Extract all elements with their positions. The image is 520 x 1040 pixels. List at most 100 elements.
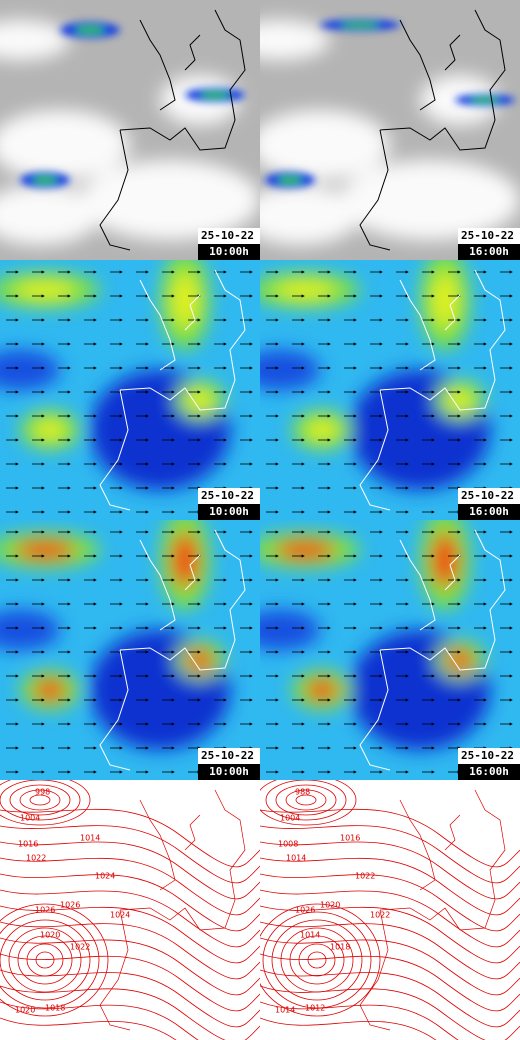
isobar-label: 1022 bbox=[355, 872, 375, 881]
isobar-label: 1012 bbox=[305, 1004, 325, 1013]
map-panel bbox=[0, 260, 260, 520]
isobar-label: 1014 bbox=[300, 931, 320, 940]
isobar bbox=[0, 1017, 177, 1040]
isobar-label: 1022 bbox=[26, 854, 46, 863]
rain-core bbox=[75, 26, 105, 34]
isobar-label: 1022 bbox=[70, 943, 90, 952]
rain-core bbox=[470, 97, 500, 103]
date-box bbox=[458, 488, 520, 504]
isobar bbox=[0, 889, 260, 948]
isobar-label: 1014 bbox=[286, 854, 306, 863]
isobar bbox=[0, 873, 260, 932]
isobar bbox=[0, 857, 260, 916]
isobar bbox=[260, 953, 520, 1012]
date-box bbox=[458, 748, 520, 764]
isobar bbox=[29, 794, 51, 806]
coastline bbox=[359, 529, 506, 771]
cloud bbox=[0, 20, 70, 60]
rain-core bbox=[277, 176, 303, 184]
map-panel bbox=[260, 780, 520, 1040]
time-label: 10:00h bbox=[209, 765, 249, 778]
time-box bbox=[458, 764, 520, 780]
isobar bbox=[9, 784, 71, 816]
isobar bbox=[0, 903, 109, 1017]
isobar bbox=[260, 857, 520, 916]
isobar-label: 1016 bbox=[340, 834, 360, 843]
time-label: 16:00h bbox=[469, 245, 509, 258]
isobar bbox=[0, 937, 260, 996]
isobar bbox=[0, 911, 100, 1009]
cloud bbox=[0, 110, 130, 180]
coastline bbox=[99, 269, 246, 511]
isobar-label: 1026 bbox=[295, 906, 315, 915]
isobar bbox=[19, 789, 61, 811]
isobar bbox=[0, 985, 260, 1040]
date-box bbox=[198, 488, 260, 504]
isobar bbox=[17, 935, 73, 985]
isobar bbox=[260, 921, 520, 980]
date-label: 25-10-22 bbox=[201, 229, 254, 242]
wind-arrows bbox=[260, 260, 520, 520]
coastline bbox=[99, 529, 246, 771]
date-box bbox=[198, 228, 260, 244]
isobar bbox=[0, 808, 260, 868]
map-panel bbox=[260, 520, 520, 780]
isobar bbox=[295, 794, 317, 806]
isobar bbox=[0, 953, 260, 1012]
isobar bbox=[260, 873, 520, 932]
isobar bbox=[260, 841, 520, 900]
isobar-label: 1024 bbox=[95, 872, 115, 881]
time-box bbox=[458, 244, 520, 260]
isobar bbox=[265, 780, 347, 821]
date-label: 25-10-22 bbox=[461, 489, 514, 502]
isobar-label: 1008 bbox=[278, 840, 298, 849]
isobar bbox=[260, 903, 381, 1017]
isobar-label: 1018 bbox=[45, 1004, 65, 1013]
isobar bbox=[260, 780, 357, 826]
wind-arrows bbox=[0, 520, 260, 780]
isobar-label: 1014 bbox=[80, 834, 100, 843]
rain-core bbox=[200, 91, 230, 99]
isobar-label: 998 bbox=[35, 788, 50, 797]
isobar-label: 1018 bbox=[330, 943, 350, 952]
cloud bbox=[260, 20, 330, 60]
isobar bbox=[0, 969, 260, 1028]
isobar bbox=[8, 927, 82, 993]
date-label: 25-10-22 bbox=[461, 749, 514, 762]
isobar bbox=[0, 825, 260, 884]
isobar-label: 1004 bbox=[280, 814, 300, 823]
time-label: 16:00h bbox=[469, 505, 509, 518]
precipitation bbox=[265, 19, 515, 188]
time-box bbox=[458, 504, 520, 520]
time-box bbox=[198, 504, 260, 520]
isobar bbox=[260, 985, 520, 1040]
isobar-label: 1022 bbox=[370, 911, 390, 920]
wind-arrows bbox=[0, 260, 260, 520]
coastline bbox=[359, 9, 506, 251]
isobar bbox=[0, 921, 260, 980]
isobar-label: 1024 bbox=[110, 911, 130, 920]
isobar bbox=[260, 969, 520, 1028]
isobar bbox=[0, 780, 81, 821]
coastline bbox=[359, 789, 506, 1031]
map-panel bbox=[260, 260, 520, 520]
date-label: 25-10-22 bbox=[461, 229, 514, 242]
rain-core bbox=[340, 22, 380, 28]
isobar-label: 988 bbox=[295, 788, 310, 797]
isobar bbox=[260, 1017, 437, 1040]
map-panel bbox=[0, 780, 260, 1040]
cloud bbox=[260, 110, 390, 180]
isobar bbox=[35, 951, 55, 969]
time-label: 10:00h bbox=[209, 505, 249, 518]
coastline bbox=[359, 269, 506, 511]
map-panel bbox=[260, 0, 520, 260]
map-panel bbox=[0, 520, 260, 780]
date-label: 25-10-22 bbox=[201, 489, 254, 502]
cloud bbox=[260, 185, 360, 245]
time-box bbox=[198, 244, 260, 260]
isobar bbox=[0, 905, 260, 964]
isobar-label: 1020 bbox=[320, 901, 340, 910]
date-box bbox=[198, 748, 260, 764]
